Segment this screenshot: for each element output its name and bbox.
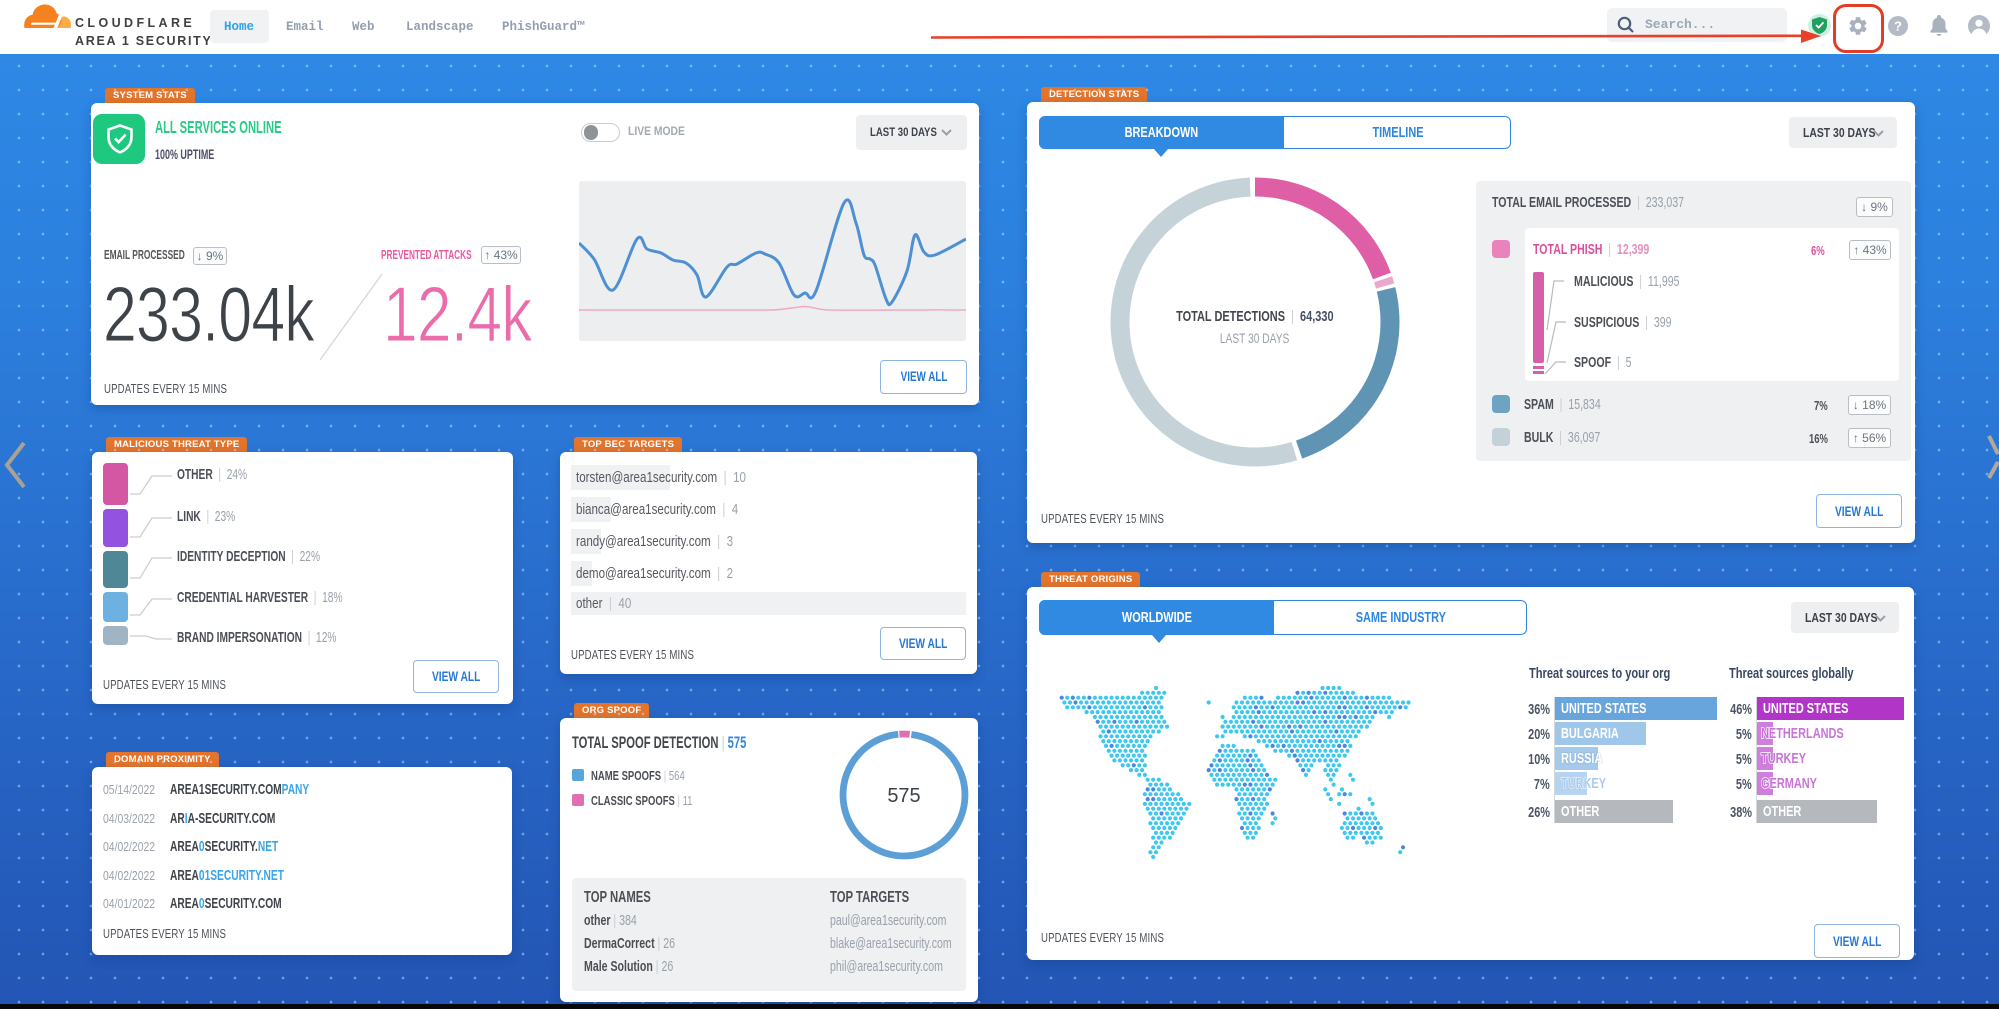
svg-text:575: 575 xyxy=(887,785,920,807)
svg-text:?: ? xyxy=(1894,19,1902,34)
